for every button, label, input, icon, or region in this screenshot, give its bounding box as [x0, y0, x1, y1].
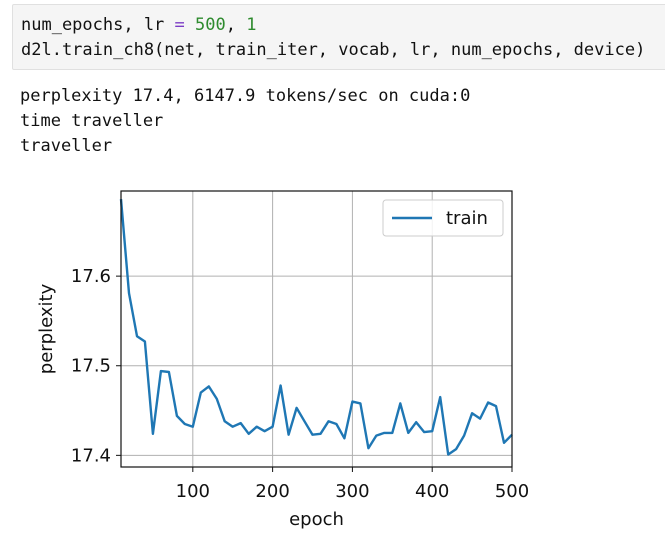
x-tick-label: 300: [335, 481, 369, 502]
legend: train: [382, 199, 504, 237]
y-tick-label: 17.4: [71, 445, 111, 466]
axis-ticks: 100 200 300 400 500 17.4 17.5 17.6: [71, 266, 529, 502]
legend-box: [382, 199, 504, 237]
y-axis-label: perplexity: [36, 283, 57, 374]
output-line-3: traveller: [20, 136, 113, 156]
code-assign-operator: =: [174, 15, 185, 35]
code-line-2: d2l.train_ch8(net, train_iter, vocab, lr…: [21, 40, 646, 60]
x-tick-label: 400: [415, 481, 449, 502]
code-line-1: num_epochs, lr = 500, 1: [21, 15, 256, 35]
y-tick-label: 17.5: [71, 356, 111, 377]
output-line-1: perplexity 17.4, 6147.9 tokens/sec on cu…: [20, 86, 471, 106]
plot-frame: [120, 190, 513, 468]
x-tick-label: 100: [176, 481, 210, 502]
x-tick-label: 500: [495, 481, 529, 502]
code-number-lr: 1: [246, 15, 257, 35]
code-vars: num_epochs, lr: [21, 15, 175, 35]
code-cell[interactable]: num_epochs, lr = 500, 1 d2l.train_ch8(ne…: [12, 4, 665, 70]
y-tick-label: 17.6: [71, 266, 111, 287]
code-separator: ,: [225, 15, 247, 35]
x-axis-label: epoch: [289, 509, 344, 530]
x-tick-label: 200: [255, 481, 289, 502]
output-line-2: time traveller: [20, 111, 164, 131]
train-series-line: [119, 198, 513, 456]
legend-label-train: train: [446, 208, 488, 229]
code-number-epochs: 500: [184, 15, 226, 35]
